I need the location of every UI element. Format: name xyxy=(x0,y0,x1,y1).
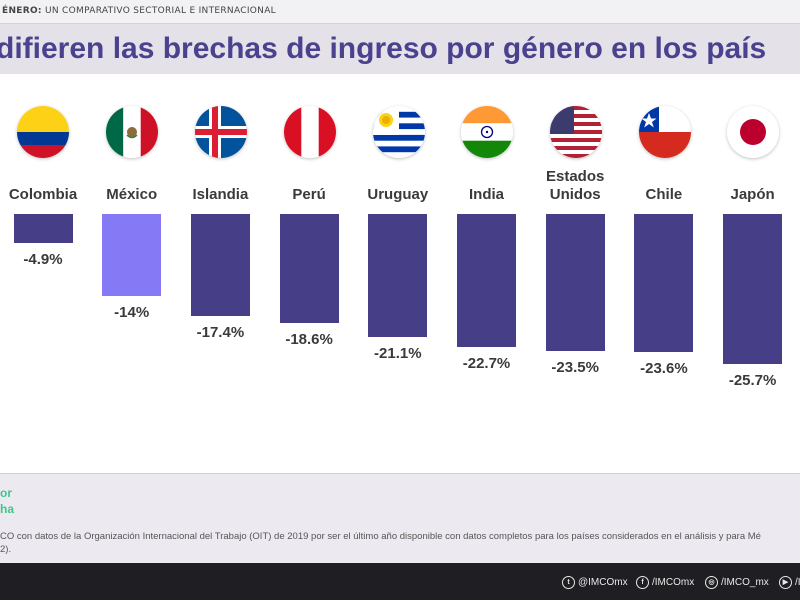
twitter-link[interactable]: t @IMCOmx xyxy=(562,574,628,590)
facebook-link[interactable]: f/IMCOmx xyxy=(636,574,694,590)
chile-flag-icon xyxy=(639,106,691,158)
data-label: -18.6% xyxy=(285,330,333,348)
category-label: México xyxy=(106,186,158,203)
source-line-1: CO con datos de la Organización Internac… xyxy=(0,531,761,542)
data-label: -23.6% xyxy=(640,360,688,378)
peru-flag-icon xyxy=(284,106,336,158)
category-label: Chile xyxy=(645,186,683,203)
source-note: CO con datos de la Organización Internac… xyxy=(0,530,800,556)
category-label: Japón xyxy=(730,186,775,203)
bar xyxy=(634,214,694,353)
data-label: -25.7% xyxy=(728,372,777,390)
bar xyxy=(13,214,73,243)
youtube-link[interactable]: ▶/I xyxy=(779,574,800,590)
colombia-flag-icon xyxy=(17,106,69,158)
data-label: -14% xyxy=(114,303,150,321)
bar xyxy=(368,214,428,338)
footer-bar: t @IMCOmx f/IMCOmx ◎/IMCO_mx ▶/I xyxy=(0,563,800,600)
data-label: -17.4% xyxy=(196,323,245,341)
twitter-icon: t xyxy=(562,575,575,589)
bar xyxy=(545,214,605,352)
bar xyxy=(723,214,783,365)
category-label: Colombia xyxy=(8,186,78,203)
uruguay-flag-icon xyxy=(373,106,425,158)
bar xyxy=(457,214,516,347)
legend-line-1: or xyxy=(0,486,12,500)
category-label: Estados Unidos xyxy=(546,168,605,203)
mexico-flag-icon xyxy=(106,106,158,158)
bar xyxy=(279,214,339,323)
data-label: -22.7% xyxy=(462,354,511,372)
top-header: ÉNERO: UN COMPARATIVO SECTORIAL E INTERN… xyxy=(0,0,800,24)
bar xyxy=(102,214,162,296)
facebook-icon: f xyxy=(636,575,649,589)
india-flag-icon xyxy=(461,106,513,158)
bar xyxy=(190,214,250,316)
data-label: -23.5% xyxy=(551,359,599,377)
category-label: Uruguay xyxy=(367,186,429,203)
category-label: Perú xyxy=(292,186,326,203)
category-label: India xyxy=(468,186,504,203)
iceland-flag-icon xyxy=(195,106,247,158)
data-label: -4.9% xyxy=(23,250,63,268)
instagram-link[interactable]: ◎/IMCO_mx xyxy=(705,574,769,590)
category-label: Islandia xyxy=(192,186,249,203)
data-label: -21.1% xyxy=(374,345,422,363)
legend-line-2: ha xyxy=(0,502,15,516)
source-line-2: 2). xyxy=(0,544,12,555)
japan-flag-icon xyxy=(727,106,779,158)
instagram-icon: ◎ xyxy=(705,575,718,589)
youtube-icon: ▶ xyxy=(779,575,792,589)
header-text: ÉNERO: UN COMPARATIVO SECTORIAL E INTERN… xyxy=(2,6,276,16)
title-bar: difieren las brechas de ingreso por géne… xyxy=(0,24,800,74)
usa-flag-icon xyxy=(550,106,602,158)
chart-title: difieren las brechas de ingreso por géne… xyxy=(0,32,767,65)
